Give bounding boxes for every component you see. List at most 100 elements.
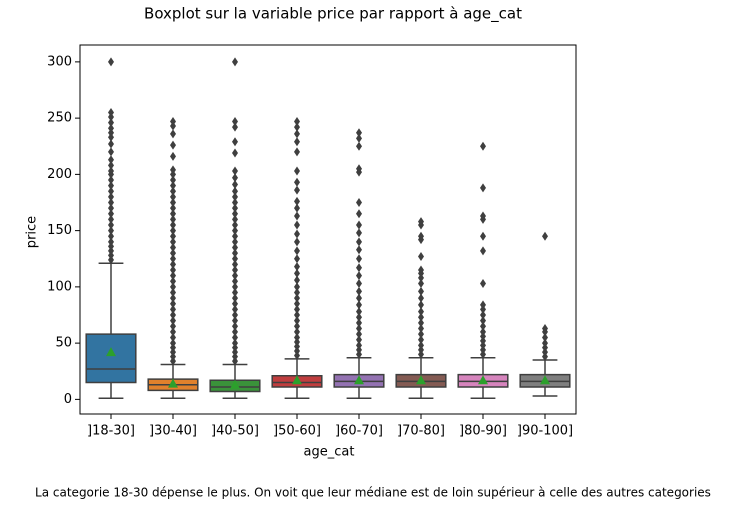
outlier <box>356 271 362 281</box>
outlier <box>542 333 548 342</box>
outlier <box>232 186 238 196</box>
outlier <box>170 327 176 337</box>
outlier <box>232 316 238 326</box>
outlier <box>108 231 114 241</box>
outlier <box>108 214 114 224</box>
y-tick-label: 200 <box>47 167 72 182</box>
outlier <box>170 140 176 150</box>
outlier <box>418 318 424 328</box>
outlier <box>232 304 238 314</box>
outlier <box>232 122 238 132</box>
outlier <box>418 252 424 261</box>
outlier <box>108 186 114 196</box>
outlier <box>170 237 176 247</box>
mean-marker <box>478 375 488 385</box>
outlier <box>294 246 300 256</box>
outlier <box>480 141 486 151</box>
outlier <box>418 324 424 333</box>
outlier <box>356 237 362 247</box>
outlier <box>294 229 300 239</box>
outlier <box>294 268 300 278</box>
mean-marker <box>354 375 364 385</box>
outlier <box>418 340 424 350</box>
outlier <box>294 122 300 132</box>
outlier <box>170 214 176 224</box>
outlier <box>294 262 300 272</box>
outlier <box>170 198 176 207</box>
box <box>85 333 137 384</box>
outlier <box>170 165 176 175</box>
outlier <box>232 248 238 258</box>
outlier <box>170 282 176 292</box>
outlier <box>294 220 300 230</box>
outlier <box>294 237 300 247</box>
outlier <box>356 245 362 255</box>
outlier <box>232 180 238 189</box>
outlier <box>356 340 362 350</box>
y-axis-label: price <box>25 216 40 248</box>
outlier <box>294 117 300 126</box>
outlier <box>108 220 114 230</box>
outlier <box>480 211 486 221</box>
outlier <box>170 288 176 297</box>
outlier <box>170 276 176 286</box>
outlier <box>294 316 300 326</box>
outlier <box>170 117 176 126</box>
x-tick-label: ]70-80] <box>397 424 445 439</box>
outlier <box>170 321 176 331</box>
outlier <box>232 117 238 126</box>
outlier <box>294 137 300 147</box>
outlier <box>108 118 114 128</box>
x-tick-label: ]60-70] <box>335 424 383 439</box>
outlier <box>480 321 486 331</box>
outlier <box>418 329 424 339</box>
outlier <box>232 57 238 67</box>
outlier <box>356 254 362 264</box>
outlier <box>108 108 114 117</box>
outlier <box>232 271 238 281</box>
outlier <box>170 254 176 264</box>
outlier <box>480 231 486 241</box>
outlier <box>108 147 114 157</box>
plot-frame <box>79 44 577 415</box>
outlier <box>170 129 176 139</box>
outlier <box>108 198 114 207</box>
outlier <box>232 173 238 183</box>
outlier <box>170 209 176 219</box>
outlier <box>418 265 424 275</box>
outlier <box>108 166 114 176</box>
outlier <box>356 307 362 317</box>
outlier <box>232 237 238 247</box>
outlier <box>108 155 114 165</box>
outlier <box>356 263 362 273</box>
outlier <box>356 335 362 345</box>
outlier <box>170 293 176 303</box>
outlier <box>294 203 300 213</box>
outlier <box>170 259 176 269</box>
outlier <box>232 265 238 275</box>
outlier <box>480 316 486 326</box>
outlier <box>170 338 176 348</box>
outlier <box>356 312 362 322</box>
outlier <box>356 228 362 238</box>
mean-marker <box>106 347 116 357</box>
outlier <box>294 147 300 157</box>
outlier <box>294 333 300 342</box>
outlier <box>108 123 114 133</box>
outlier <box>108 139 114 149</box>
outlier <box>356 286 362 296</box>
x-tick-label: ]50-60] <box>273 424 321 439</box>
outlier <box>294 288 300 297</box>
outlier <box>170 299 176 309</box>
outlier <box>232 203 238 213</box>
outlier <box>418 335 424 345</box>
outlier <box>108 175 114 185</box>
outlier <box>294 275 300 285</box>
outlier <box>108 57 114 67</box>
outlier <box>232 288 238 297</box>
outlier <box>356 279 362 288</box>
outlier <box>232 137 238 147</box>
outlier <box>108 237 114 247</box>
outlier <box>418 231 424 241</box>
